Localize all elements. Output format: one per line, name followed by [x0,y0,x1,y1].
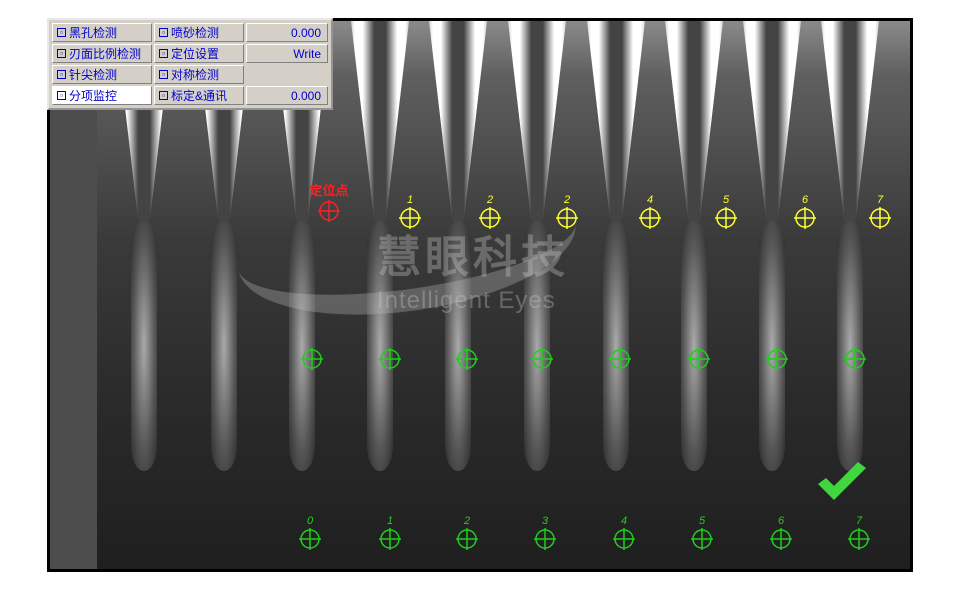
marker-yellow [869,207,891,229]
marker-green-bottom [691,528,713,550]
marker-green-bottom [848,528,870,550]
marker-label: 7 [856,515,862,527]
value-3: 0.000 [246,86,328,105]
needle-blade [581,21,651,481]
btn-定位设置[interactable]: ▫定位设置 [154,44,244,63]
marker-label: 2 [487,194,493,206]
needle-blade [345,21,415,481]
marker-green-mid [379,348,401,370]
viewport: 慧眼科技 Intelligent Eyes 定位点122456701234567… [47,18,913,572]
marker-label: 3 [542,515,548,527]
marker-yellow [556,207,578,229]
marker-yellow [715,207,737,229]
marker-yellow [479,207,501,229]
btn-黑孔检测[interactable]: ▫黑孔检测 [52,23,152,42]
locating-marker [318,200,340,222]
marker-green-bottom [770,528,792,550]
marker-green-mid [609,348,631,370]
needle-blade [659,21,729,481]
marker-label: 2 [564,194,570,206]
btn-对称检测[interactable]: ▫对称检测 [154,65,244,84]
marker-yellow [794,207,816,229]
tool-panel: ▫黑孔检测▫喷砂检测0.000▫刃面比例检测▫定位设置Write▫针尖检测▫对称… [47,18,333,110]
marker-green-mid [844,348,866,370]
marker-green-mid [301,348,323,370]
marker-label: 7 [877,194,883,206]
marker-label: 2 [464,515,470,527]
marker-label: 0 [307,515,313,527]
marker-label: 1 [407,194,413,206]
marker-green-mid [688,348,710,370]
needle-blade [502,21,572,481]
marker-label: 4 [621,515,627,527]
btn-针尖检测[interactable]: ▫针尖检测 [52,65,152,84]
marker-label: 5 [699,515,705,527]
btn-刃面比例检测[interactable]: ▫刃面比例检测 [52,44,152,63]
marker-green-mid [766,348,788,370]
marker-green-bottom [456,528,478,550]
marker-label: 6 [778,515,784,527]
marker-yellow [399,207,421,229]
btn-标定&通讯[interactable]: ▫标定&通讯 [154,86,244,105]
pass-checkmark-icon [814,462,870,509]
marker-label: 1 [387,515,393,527]
marker-green-bottom [534,528,556,550]
marker-label: 6 [802,194,808,206]
needle-blade [815,21,885,481]
marker-green-bottom [613,528,635,550]
btn-分项监控[interactable]: ▫分项监控 [52,86,152,105]
marker-green-bottom [379,528,401,550]
marker-green-mid [531,348,553,370]
marker-label: 4 [647,194,653,206]
marker-label: 5 [723,194,729,206]
value-0: 0.000 [246,23,328,42]
btn-喷砂检测[interactable]: ▫喷砂检测 [154,23,244,42]
marker-green-mid [456,348,478,370]
marker-yellow [639,207,661,229]
locating-label: 定位点 [309,180,348,199]
needle-blade [737,21,807,481]
needle-blade [423,21,493,481]
marker-green-bottom [299,528,321,550]
value-1: Write [246,44,328,63]
